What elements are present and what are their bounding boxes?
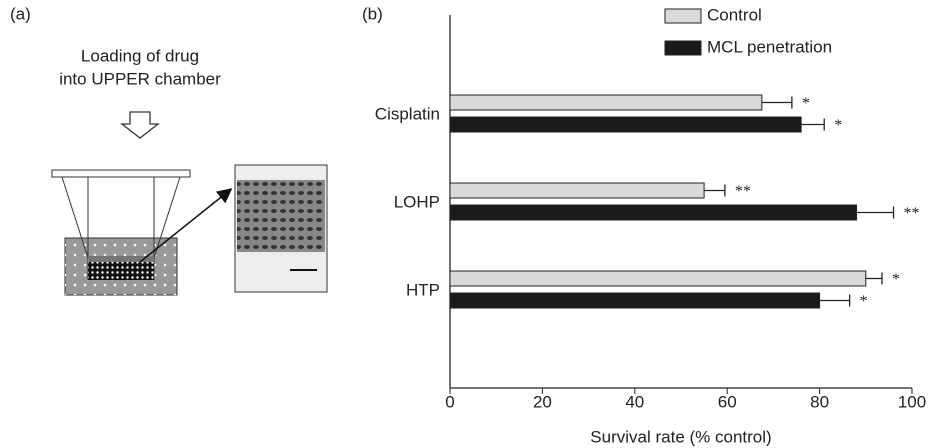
significance-label: ** — [735, 183, 751, 200]
significance-label: * — [860, 293, 868, 310]
transwell-diagram — [51, 164, 328, 296]
legend-swatch — [664, 8, 702, 24]
bar — [449, 116, 802, 133]
x-axis-title: Survival rate (% control) — [590, 427, 771, 446]
caption: into UPPER chamber — [59, 69, 221, 88]
panel-label: (a) — [10, 4, 31, 23]
x-tick-label: 0 — [445, 392, 454, 411]
significance-label: * — [834, 117, 842, 134]
down-arrow — [120, 111, 160, 139]
legend-label: MCL penetration — [707, 37, 832, 56]
legend-label: Control — [707, 5, 762, 24]
bar — [449, 94, 763, 111]
bar — [449, 270, 867, 287]
x-tick-label: 20 — [533, 392, 552, 411]
x-tick-label: 60 — [718, 392, 737, 411]
y-tick-label: HTP — [406, 280, 440, 299]
legend-swatch — [664, 40, 702, 56]
x-tick-label: 80 — [810, 392, 829, 411]
significance-label: ** — [904, 205, 920, 222]
caption: Loading of drug — [81, 46, 199, 65]
x-tick-label: 40 — [625, 392, 644, 411]
significance-label: * — [802, 95, 810, 112]
y-tick-label: LOHP — [394, 192, 440, 211]
y-tick-label: Cisplatin — [375, 104, 440, 123]
panel-label: (b) — [362, 4, 383, 23]
bar — [449, 204, 858, 221]
significance-label: * — [892, 271, 900, 288]
bar — [449, 182, 705, 199]
bar — [449, 292, 821, 309]
x-tick-label: 100 — [898, 392, 926, 411]
